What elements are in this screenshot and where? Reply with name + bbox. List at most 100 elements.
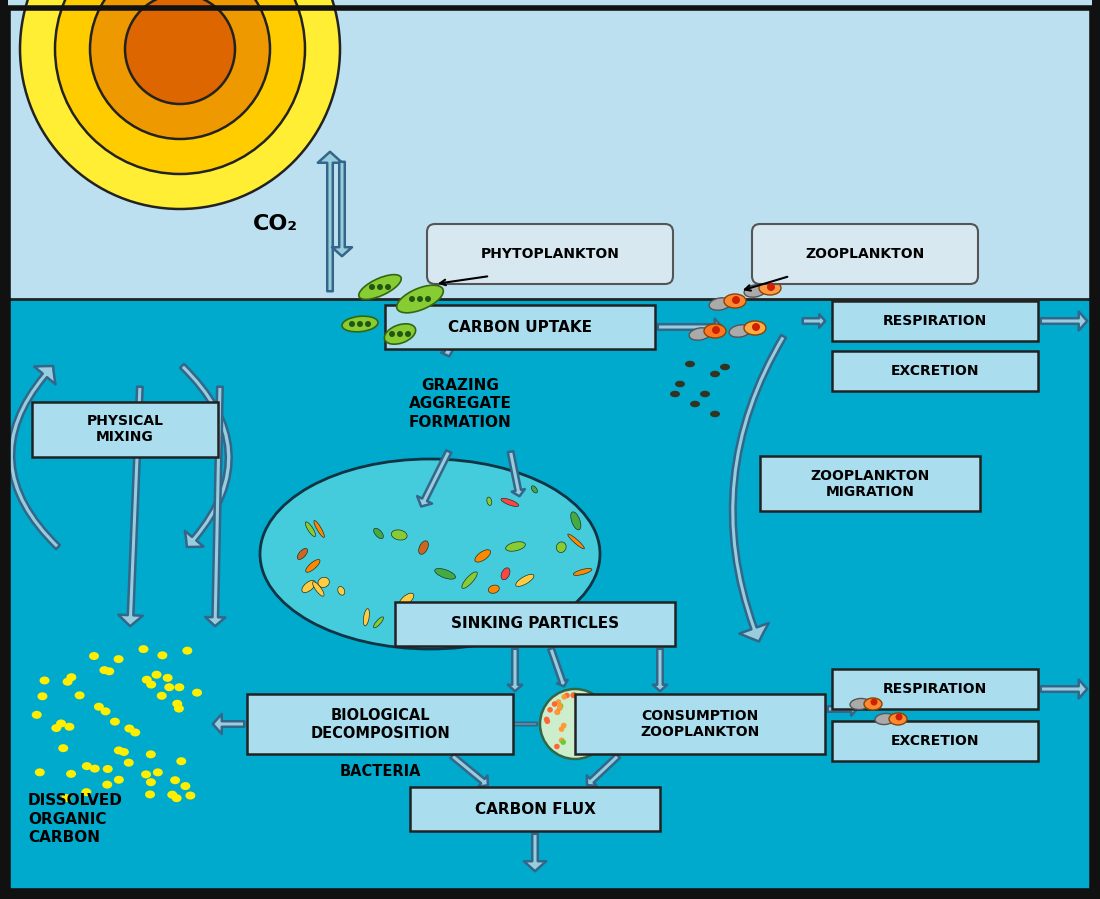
Bar — [833, 721, 1037, 761]
Ellipse shape — [40, 676, 49, 684]
Circle shape — [895, 714, 902, 720]
Ellipse shape — [63, 678, 73, 686]
Ellipse shape — [864, 698, 882, 710]
Ellipse shape — [571, 512, 581, 530]
Ellipse shape — [398, 616, 407, 623]
Ellipse shape — [419, 541, 428, 555]
Circle shape — [571, 692, 576, 699]
Bar — [760, 457, 980, 512]
Ellipse shape — [516, 574, 534, 586]
Circle shape — [417, 296, 424, 302]
Ellipse shape — [557, 542, 566, 553]
Circle shape — [90, 0, 270, 139]
Ellipse shape — [192, 689, 202, 697]
Ellipse shape — [318, 577, 329, 587]
Ellipse shape — [475, 549, 491, 562]
Ellipse shape — [37, 692, 47, 700]
Ellipse shape — [102, 780, 112, 788]
Circle shape — [571, 692, 578, 698]
Ellipse shape — [113, 655, 123, 663]
Bar — [833, 301, 1037, 341]
Ellipse shape — [850, 699, 870, 709]
Circle shape — [554, 709, 560, 715]
Circle shape — [557, 706, 562, 711]
Text: DISSOLVED
ORGANIC
CARBON: DISSOLVED ORGANIC CARBON — [28, 793, 123, 845]
Ellipse shape — [720, 364, 730, 370]
Bar — [395, 602, 675, 646]
Ellipse shape — [392, 530, 407, 540]
Circle shape — [597, 710, 603, 716]
Ellipse shape — [52, 724, 62, 732]
Ellipse shape — [481, 606, 500, 612]
Ellipse shape — [400, 601, 408, 619]
Ellipse shape — [89, 652, 99, 660]
Ellipse shape — [130, 728, 140, 736]
Circle shape — [579, 735, 584, 741]
Ellipse shape — [113, 746, 124, 754]
Text: ZOOPLANKTON: ZOOPLANKTON — [805, 247, 925, 261]
Ellipse shape — [174, 705, 184, 713]
Ellipse shape — [889, 713, 908, 725]
Bar — [410, 787, 660, 831]
Circle shape — [576, 713, 582, 718]
Ellipse shape — [434, 568, 455, 579]
Ellipse shape — [744, 285, 766, 298]
Ellipse shape — [99, 666, 109, 674]
Ellipse shape — [65, 723, 75, 731]
Ellipse shape — [75, 691, 85, 699]
Ellipse shape — [66, 770, 76, 778]
Bar — [575, 694, 825, 754]
Circle shape — [425, 296, 431, 302]
Ellipse shape — [689, 328, 711, 340]
Bar — [8, 0, 1092, 299]
Text: RESPIRATION: RESPIRATION — [883, 682, 987, 696]
Circle shape — [712, 326, 720, 334]
Ellipse shape — [462, 572, 477, 588]
Ellipse shape — [146, 779, 156, 787]
Circle shape — [55, 0, 305, 174]
Ellipse shape — [183, 646, 192, 654]
Circle shape — [365, 321, 371, 327]
FancyBboxPatch shape — [752, 224, 978, 284]
Text: CONSUMPTION
ZOOPLANKTON: CONSUMPTION ZOOPLANKTON — [640, 708, 760, 739]
Ellipse shape — [363, 609, 370, 626]
Ellipse shape — [314, 521, 324, 538]
Circle shape — [561, 694, 566, 699]
Ellipse shape — [500, 498, 519, 506]
Circle shape — [557, 704, 562, 709]
Ellipse shape — [690, 401, 700, 407]
Ellipse shape — [102, 765, 112, 773]
Circle shape — [389, 331, 395, 337]
Circle shape — [548, 707, 553, 713]
Text: CO₂: CO₂ — [252, 214, 298, 234]
Ellipse shape — [100, 708, 110, 716]
Ellipse shape — [502, 568, 510, 580]
Text: RESPIRATION: RESPIRATION — [883, 314, 987, 328]
Ellipse shape — [710, 411, 720, 417]
Text: EXCRETION: EXCRETION — [891, 364, 979, 378]
Ellipse shape — [153, 769, 163, 777]
Circle shape — [556, 699, 561, 705]
Ellipse shape — [141, 770, 151, 779]
Bar — [33, 402, 218, 457]
Ellipse shape — [152, 671, 162, 679]
Circle shape — [385, 284, 390, 290]
Ellipse shape — [186, 791, 196, 799]
Ellipse shape — [81, 762, 91, 770]
Text: EXCRETION: EXCRETION — [891, 734, 979, 748]
Ellipse shape — [113, 776, 124, 784]
Ellipse shape — [173, 699, 183, 708]
Ellipse shape — [164, 683, 174, 691]
Circle shape — [558, 703, 563, 708]
Ellipse shape — [167, 791, 177, 798]
Circle shape — [540, 689, 611, 759]
Ellipse shape — [56, 719, 66, 727]
Ellipse shape — [156, 691, 167, 699]
Ellipse shape — [874, 714, 895, 725]
Text: CARBON FLUX: CARBON FLUX — [474, 802, 595, 816]
Bar — [8, 299, 1092, 891]
Ellipse shape — [685, 360, 695, 368]
Ellipse shape — [744, 321, 766, 335]
Circle shape — [595, 720, 601, 725]
Ellipse shape — [81, 788, 91, 797]
